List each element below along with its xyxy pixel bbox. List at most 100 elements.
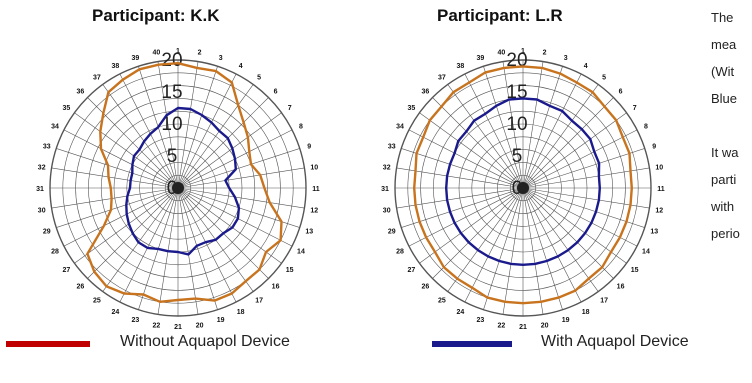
description-line: (Wit [711,64,735,79]
grid-spoke [522,66,563,189]
category-label: 38 [456,63,464,70]
category-label: 5 [257,74,261,81]
category-label: 25 [438,298,446,305]
grid-spoke [177,167,305,189]
grid-spoke [177,61,199,189]
category-label: 2 [543,50,547,57]
radial-tick-label: 10 [506,114,527,135]
category-label: 10 [310,164,318,171]
grid-spoke [432,97,524,189]
category-label: 28 [396,249,404,256]
grid-spoke [102,84,179,189]
grid-spoke [522,187,582,303]
grid-spoke [522,97,614,189]
grid-spoke [483,66,524,189]
category-label: 12 [310,208,318,215]
grid-spoke [177,84,254,189]
grid-spoke [408,187,524,247]
grid-spoke [464,73,524,189]
category-label: 11 [657,186,665,193]
grid-spoke [177,187,282,264]
category-label: 14 [297,249,305,256]
category-label: 26 [422,284,430,291]
category-label: 11 [312,186,320,193]
category-label: 33 [388,143,396,150]
grid-spoke [63,187,179,247]
grid-spoke [464,187,524,303]
grid-spoke [157,61,179,189]
legend-label-with: With Aquapol Device [541,333,689,350]
grid-spoke [522,112,627,189]
category-label: 37 [93,74,101,81]
grid-spoke [522,187,645,228]
category-label: 29 [388,229,396,236]
grid-spoke [447,187,524,292]
category-label: 35 [407,105,415,112]
category-label: 19 [217,317,225,324]
grid-spoke [51,167,179,189]
category-label: 17 [600,298,608,305]
description-line: mea [711,37,737,52]
description-line: It wa [711,145,739,160]
category-label: 1 [176,48,180,55]
category-label: 4 [584,63,588,70]
radial-tick-label: 10 [161,114,182,135]
category-label: 20 [196,322,204,329]
category-label: 23 [131,317,139,324]
category-label: 9 [652,143,656,150]
category-label: 39 [476,55,484,62]
grid-spoke [177,148,300,189]
description-line: Blue [711,91,738,106]
center-hub [517,182,529,194]
category-label: 32 [38,164,46,171]
grid-spoke [419,112,524,189]
center-hub [172,182,184,194]
grid-spoke [56,187,179,228]
grid-spoke [483,187,524,310]
grid-spoke [396,187,524,209]
grid-spoke [522,129,638,189]
description-line: perio [711,226,740,241]
grid-spoke [74,112,179,189]
category-label: 31 [381,186,389,193]
grid-spoke [502,187,524,315]
category-label: 40 [153,50,161,57]
grid-spoke [102,187,179,292]
description-line: with [711,199,735,214]
grid-spoke [177,187,293,247]
category-label: 39 [131,55,139,62]
description-line: parti [711,172,737,187]
category-label: 34 [51,123,59,130]
legend-swatch-with [432,341,512,347]
category-label: 3 [564,55,568,62]
category-label: 38 [111,63,119,70]
radial-tick-label: 0 [512,178,523,199]
category-label: 36 [77,88,85,95]
category-label: 6 [619,88,623,95]
category-label: 7 [633,105,637,112]
series-line-with [444,97,602,267]
category-label: 24 [111,309,119,316]
category-label: 9 [307,143,311,150]
grid-spoke [522,187,650,209]
radial-tick-label: 20 [161,50,182,71]
description-text: The mea (Wit Blue It wa parti with perio [711,4,752,247]
category-label: 32 [383,164,391,171]
grid-spoke [408,129,524,189]
grid-spoke [419,187,524,264]
category-label: 22 [153,322,161,329]
category-label: 21 [174,324,182,330]
radial-tick-label: 5 [512,146,523,167]
grid-spoke [74,187,179,264]
category-label: 3 [219,55,223,62]
category-label: 10 [655,164,663,171]
grid-spoke [522,187,544,315]
grid-spoke [56,148,179,189]
category-label: 35 [62,105,70,112]
category-label: 36 [422,88,430,95]
radar-chart-kk: 1 234567891011121314151617181920212223242… [36,48,320,330]
grid-spoke [396,167,524,189]
category-label: 8 [299,123,303,130]
category-label: 29 [43,229,51,236]
category-label: 27 [62,267,70,274]
